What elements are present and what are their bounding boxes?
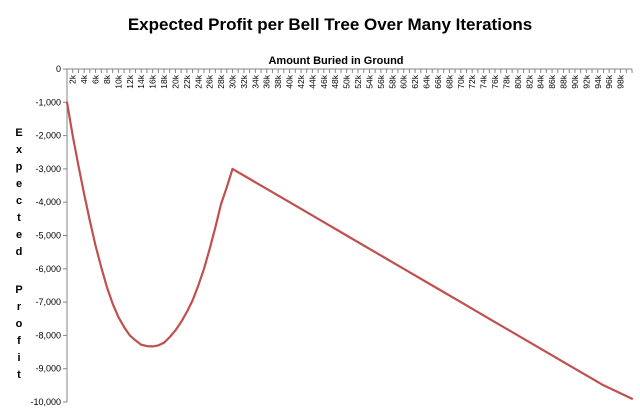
series-line — [65, 101, 634, 400]
x-tick-label: 46k — [319, 74, 329, 88]
x-tick-label: 90k — [570, 74, 580, 88]
x-tick-label: 80k — [513, 74, 523, 88]
x-tick-label: 78k — [501, 74, 511, 88]
y-tick-label: -6,000 — [35, 264, 61, 274]
y-axis-label-char: c — [16, 195, 22, 207]
y-tick-label: -1,000 — [35, 97, 61, 107]
y-axis-label-char: p — [16, 161, 23, 173]
y-axis-label-char: P — [15, 284, 22, 296]
x-tick-label: 94k — [593, 74, 603, 88]
y-axis-ticks: 0 -1,000 -2,000 -3,000 -4,000 -5,000 -6,000 -7,… — [30, 64, 67, 407]
x-axis-ticks: 2k 4k 6k 8k 10k 12k 14k 16k 18k 20k 22k 24k 26k 28k 30… — [66, 69, 633, 89]
x-tick-label: 16k — [148, 74, 158, 88]
y-axis-label-char: e — [16, 178, 22, 190]
y-tick-label: -2,000 — [35, 131, 61, 141]
x-tick-label: 56k — [376, 74, 386, 88]
y-tick-label: 0 — [56, 64, 61, 74]
y-axis-label-char: e — [16, 229, 22, 241]
y-tick-label: -10,000 — [30, 397, 61, 407]
x-tick-label: 28k — [216, 74, 226, 88]
x-tick-label: 96k — [604, 74, 614, 88]
x-tick-label: 62k — [410, 74, 420, 88]
x-tick-label: 36k — [262, 74, 272, 88]
x-tick-label: 50k — [342, 74, 352, 88]
x-tick-label: 34k — [250, 74, 260, 88]
x-tick-label: 84k — [536, 74, 546, 88]
x-tick-label: 42k — [296, 74, 306, 88]
x-tick-label: 58k — [387, 74, 397, 88]
y-tick-label: -5,000 — [35, 231, 61, 241]
x-tick-label: 82k — [524, 74, 534, 88]
x-tick-label: 92k — [581, 74, 591, 88]
y-tick-label: -9,000 — [35, 364, 61, 374]
y-axis-label-char: x — [16, 144, 23, 156]
x-tick-label: 8k — [102, 74, 112, 84]
y-tick-label: -3,000 — [35, 164, 61, 174]
x-tick-label: 14k — [136, 74, 146, 88]
x-tick-label: 32k — [239, 74, 249, 88]
x-tick-label: 88k — [559, 74, 569, 88]
x-tick-label: 38k — [273, 74, 283, 88]
y-tick-label: -7,000 — [35, 297, 61, 307]
y-axis-label-char: r — [17, 301, 22, 313]
x-tick-label: 68k — [444, 74, 454, 88]
y-tick-label: -8,000 — [35, 330, 61, 340]
x-tick-label: 66k — [433, 74, 443, 88]
y-axis-label-char: E — [15, 127, 22, 139]
x-tick-label: 64k — [422, 74, 432, 88]
x-tick-label: 10k — [113, 74, 123, 88]
x-tick-label: 18k — [159, 74, 169, 88]
y-axis-label-char: d — [16, 246, 23, 258]
y-axis-label-char: t — [17, 369, 21, 381]
x-tick-label: 4k — [79, 74, 89, 84]
y-axis-label-char: i — [17, 352, 20, 364]
x-tick-label: 24k — [193, 74, 203, 88]
x-tick-label: 98k — [616, 74, 626, 88]
x-tick-label: 30k — [228, 74, 238, 88]
x-tick-label: 22k — [182, 74, 192, 88]
x-tick-label: 26k — [205, 74, 215, 88]
x-tick-label: 48k — [330, 74, 340, 88]
x-tick-label: 12k — [125, 74, 135, 88]
x-tick-label: 70k — [456, 74, 466, 88]
x-tick-label: 72k — [467, 74, 477, 88]
x-tick-label: 86k — [547, 74, 557, 88]
x-tick-label: 40k — [285, 74, 295, 88]
x-tick-label: 52k — [353, 74, 363, 88]
x-tick-label: 20k — [170, 74, 180, 88]
x-axis-label: Amount Buried in Ground — [268, 55, 403, 67]
chart-title: Expected Profit per Bell Tree Over Many … — [128, 15, 532, 34]
x-tick-label: 60k — [399, 74, 409, 88]
y-axis-label-char: o — [16, 318, 23, 330]
x-tick-label: 76k — [490, 74, 500, 88]
x-tick-label: 6k — [91, 74, 101, 84]
x-tick-label: 44k — [307, 74, 317, 88]
x-tick-label: 74k — [479, 74, 489, 88]
x-tick-label: 54k — [364, 74, 374, 88]
y-axis-label-char: t — [17, 212, 21, 224]
y-axis-label-char: f — [17, 335, 21, 347]
x-tick-label: 2k — [68, 74, 78, 84]
y-tick-label: -4,000 — [35, 197, 61, 207]
